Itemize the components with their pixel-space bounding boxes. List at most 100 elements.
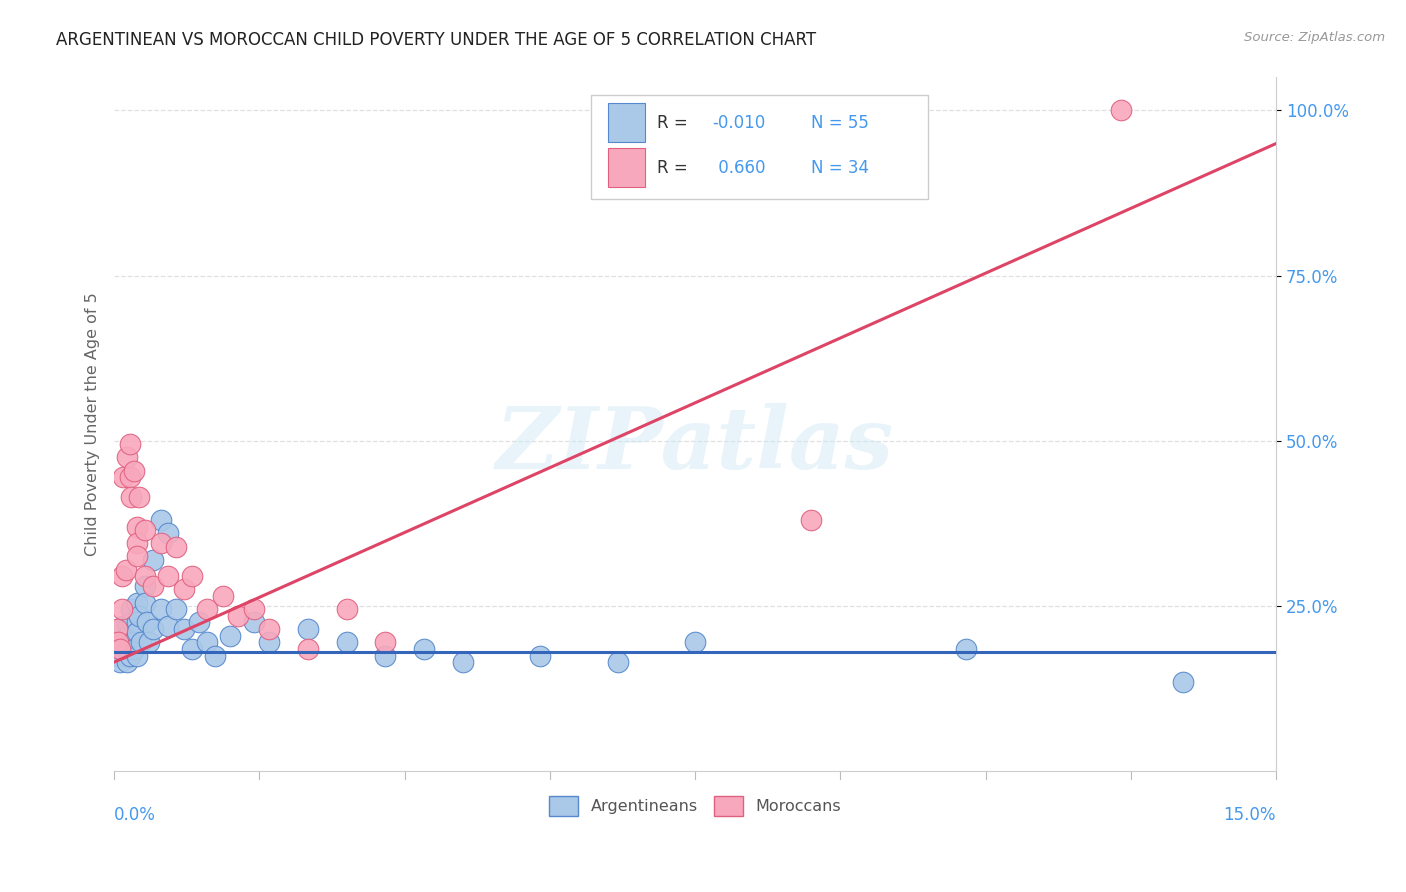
Point [129,635,152,649]
Point [120,490,142,504]
Point [105,635,128,649]
Point [451,655,474,669]
Point [955,641,977,656]
Point [115,655,138,669]
Y-axis label: Child Poverty Under the Age of 5: Child Poverty Under the Age of 5 [86,293,100,557]
Point [165,540,187,554]
Point [413,641,436,656]
Point [112,641,135,656]
Point [135,615,157,630]
Point [142,552,165,566]
Point [173,582,195,597]
Point [211,589,233,603]
Point [374,635,396,649]
Text: N = 34: N = 34 [811,159,869,177]
Point [114,632,136,646]
Point [128,490,150,504]
Point [127,536,149,550]
Point [165,602,187,616]
Point [157,619,180,633]
Point [118,625,141,640]
Point [157,569,180,583]
Point [134,569,156,583]
Point [114,563,136,577]
Point [219,629,242,643]
Point [107,648,129,663]
Point [800,513,823,527]
Point [108,641,131,656]
Point [257,622,280,636]
Point [297,641,319,656]
Point [242,615,264,630]
Point [122,635,145,649]
Point [242,602,264,616]
Point [180,569,202,583]
Point [111,622,134,636]
Point [127,615,149,630]
Point [111,602,134,616]
Point [529,648,551,663]
Point [112,619,135,633]
Point [117,641,139,656]
Point [127,519,149,533]
Text: -0.010: -0.010 [713,113,766,131]
Text: ARGENTINEAN VS MOROCCAN CHILD POVERTY UNDER THE AGE OF 5 CORRELATION CHART: ARGENTINEAN VS MOROCCAN CHILD POVERTY UN… [56,31,817,49]
Point [297,622,319,636]
Point [121,615,143,630]
Text: ZIPatlas: ZIPatlas [496,403,894,487]
Point [335,635,357,649]
Point [142,579,165,593]
Point [118,635,141,649]
Point [122,464,145,478]
Point [127,596,149,610]
Point [195,635,218,649]
FancyBboxPatch shape [607,103,645,142]
Point [118,437,141,451]
Point [105,622,128,636]
Point [124,641,146,656]
Text: Source: ZipAtlas.com: Source: ZipAtlas.com [1244,31,1385,45]
Point [118,648,141,663]
Point [374,648,396,663]
Point [173,622,195,636]
Point [115,450,138,465]
Point [149,602,172,616]
Point [138,635,160,649]
Text: 0.660: 0.660 [713,159,765,177]
Point [107,635,129,649]
Point [142,622,165,636]
Point [195,602,218,616]
Point [1109,103,1132,118]
Point [118,470,141,484]
Point [335,602,357,616]
Legend: Argentineans, Moroccans: Argentineans, Moroccans [543,789,848,822]
Point [134,579,156,593]
Point [134,596,156,610]
Text: R =: R = [657,113,693,131]
Point [257,635,280,649]
FancyBboxPatch shape [607,148,645,187]
Point [180,641,202,656]
Text: 15.0%: 15.0% [1223,805,1277,824]
Point [111,641,134,656]
Point [117,619,139,633]
Point [120,602,142,616]
Point [188,615,211,630]
Point [114,648,136,663]
Point [157,526,180,541]
Point [112,470,135,484]
FancyBboxPatch shape [591,95,928,199]
Point [127,549,149,564]
Point [128,608,150,623]
Point [149,536,172,550]
Text: N = 55: N = 55 [811,113,869,131]
Point [149,513,172,527]
Point [1171,675,1194,690]
Point [127,648,149,663]
Point [134,523,156,537]
Text: R =: R = [657,159,693,177]
Point [127,625,149,640]
Point [606,655,628,669]
Point [108,655,131,669]
Text: 0.0%: 0.0% [114,805,156,824]
